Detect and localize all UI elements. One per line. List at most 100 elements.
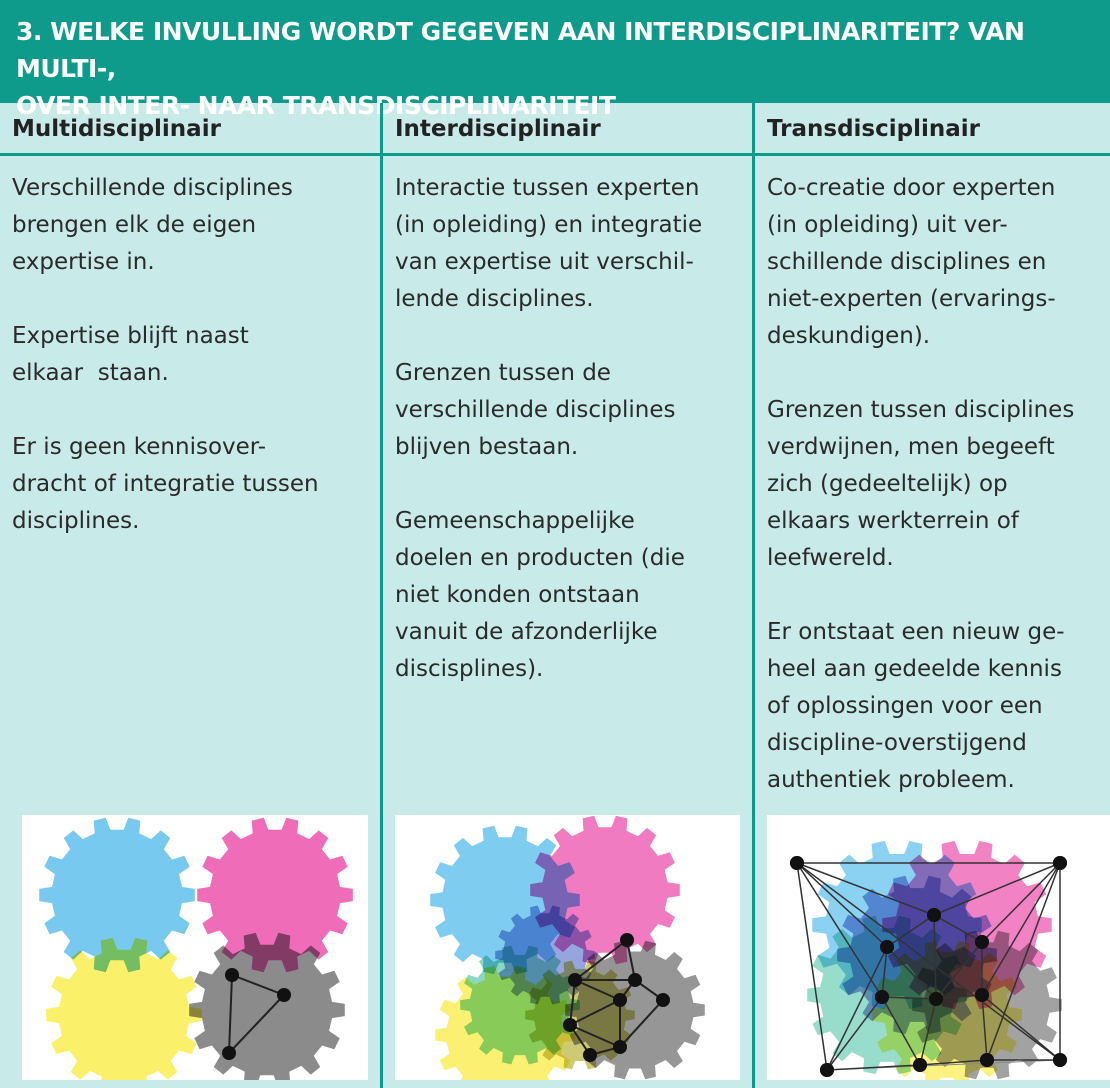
network-edge	[796, 862, 883, 998]
paragraph: Interactie tussen experten (in opleiding)…	[395, 170, 752, 318]
text-line: niet konden ontstaan	[395, 582, 640, 608]
network-edge	[933, 914, 937, 1000]
network-node	[563, 1018, 577, 1032]
illustration	[767, 815, 1110, 1080]
network-node	[975, 935, 989, 949]
text-line: (in opleiding) uit ver-	[767, 212, 1008, 238]
text-line: brengen elk de eigen	[12, 212, 257, 238]
network-node	[927, 908, 941, 922]
network-edge	[986, 862, 1061, 1061]
text-line: elkaars werkterrein of	[767, 508, 1019, 534]
network-edge	[881, 996, 921, 1066]
network-edge	[981, 862, 1061, 943]
text-line: schillende disciplines en	[767, 249, 1047, 275]
text-line: deskundigen).	[767, 323, 931, 349]
title-line: 3. WELKE INVULLING WORDT GEGEVEN AAN INT…	[16, 17, 1025, 83]
network-node	[929, 992, 943, 1006]
network-node	[1053, 1053, 1067, 1067]
network-edge	[826, 1064, 921, 1071]
text-line: of oplossingen voor een	[767, 693, 1043, 719]
illustration	[395, 815, 740, 1080]
network-node	[875, 990, 889, 1004]
text-line: verschillende disciplines	[395, 397, 676, 423]
text-line: Expertise blijft naast	[12, 323, 249, 349]
network-node	[913, 1058, 927, 1072]
text-line: Grenzen tussen de	[395, 360, 611, 386]
title-bar: 3. WELKE INVULLING WORDT GEGEVEN AAN INT…	[0, 0, 1110, 120]
network-edge	[826, 996, 883, 1071]
network-node	[277, 988, 291, 1002]
text-line: elkaar staan.	[12, 360, 169, 386]
text-line: discipline-overstijgend	[767, 730, 1027, 756]
column-body: Interactie tussen experten (in opleiding)…	[383, 156, 752, 688]
network-node	[613, 1040, 627, 1054]
text-line: vanuit de afzonderlijke	[395, 619, 658, 645]
text-line: disciplines.	[12, 508, 140, 534]
text-line: heel aan gedeelde kennis	[767, 656, 1062, 682]
network-node	[980, 1053, 994, 1067]
network-edge	[574, 979, 621, 1001]
network-edge	[981, 862, 1061, 996]
column-separator	[752, 103, 755, 1088]
text-line: zich (gedeeltelijk) op	[767, 471, 1008, 497]
text-line: van expertise uit verschil-	[395, 249, 694, 275]
paragraph: Grenzen tussen de verschillende disciplin…	[395, 355, 752, 466]
network-edge	[886, 914, 935, 948]
text-line: Co-creatie door experten	[767, 175, 1056, 201]
network-edge	[935, 941, 983, 1000]
paragraph: Er is geen kennisover-dracht of integrat…	[12, 429, 380, 540]
text-line: expertise in.	[12, 249, 155, 275]
network-node	[620, 933, 634, 947]
network-edge	[569, 979, 576, 1026]
paragraph: Grenzen tussen disciplines verdwijnen, me…	[767, 392, 1110, 577]
network-node	[975, 988, 989, 1002]
paragraph: Er ontstaat een nieuw ge-heel aan gedeel…	[767, 614, 1110, 799]
network-edge	[228, 974, 233, 1054]
network-edge	[796, 862, 935, 916]
gear	[39, 817, 195, 973]
paragraph: Gemeenschappelijke doelen en producten (d…	[395, 503, 752, 688]
network-edge	[228, 994, 285, 1054]
network-edge	[574, 939, 628, 981]
gear	[197, 817, 353, 973]
network-edge	[981, 994, 1061, 1061]
column-body: Co-creatie door experten (in opleiding) u…	[755, 156, 1110, 799]
paragraph: Verschillende disciplines brengen elk de …	[12, 170, 380, 281]
paragraph: Expertise blijft naast elkaar staan.	[12, 318, 380, 392]
network-edge	[933, 914, 983, 943]
network-edge	[881, 946, 888, 998]
text-line: dracht of integratie tussen	[12, 471, 319, 497]
network-edge	[919, 998, 937, 1066]
network-edge	[231, 974, 285, 996]
network-node	[820, 1063, 834, 1077]
text-line: blijven bestaan.	[395, 434, 579, 460]
network-node	[1053, 856, 1067, 870]
text-line: authentiek probleem.	[767, 767, 1015, 793]
column: Multidisciplinair Verschillende disciplin…	[0, 103, 380, 1088]
text-line: Grenzen tussen disciplines	[767, 397, 1075, 423]
text-line: Verschillende disciplines	[12, 175, 293, 201]
network-edge	[619, 999, 664, 1048]
text-line: leefwereld.	[767, 545, 894, 571]
text-line: Er is geen kennisover-	[12, 434, 267, 460]
network-node	[656, 993, 670, 1007]
title-line: OVER INTER- NAAR TRANSDISCIPLINARITEIT	[16, 91, 616, 120]
network-edge	[796, 862, 1061, 1061]
network-edge	[933, 862, 1061, 916]
text-line: (in opleiding) en integratie	[395, 212, 703, 238]
text-line: Interactie tussen experten	[395, 175, 700, 201]
network-node	[222, 1046, 236, 1060]
network-edge	[886, 946, 937, 1000]
column: Transdisciplinair Co-creatie door experte…	[755, 103, 1110, 1088]
network-edge	[569, 1024, 621, 1048]
column: Interdisciplinair Interactie tussen exper…	[383, 103, 752, 1088]
network-node	[628, 973, 642, 987]
gear	[46, 937, 202, 1080]
network-edge	[981, 994, 988, 1061]
paragraph: Co-creatie door experten (in opleiding) u…	[767, 170, 1110, 355]
column-separator	[380, 103, 383, 1088]
column-header: Interdisciplinair	[383, 103, 752, 156]
text-line: verdwijnen, men begeeft	[767, 434, 1055, 460]
text-line: Gemeenschappelijke	[395, 508, 635, 534]
